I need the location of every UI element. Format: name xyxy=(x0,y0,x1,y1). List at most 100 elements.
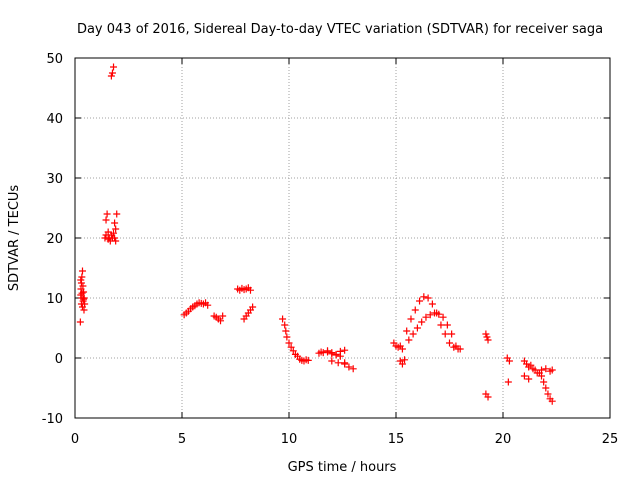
data-point xyxy=(422,313,430,321)
data-point xyxy=(446,339,453,347)
data-point xyxy=(102,216,110,224)
data-point xyxy=(345,363,353,371)
data-point xyxy=(411,306,419,314)
data-point xyxy=(80,294,88,302)
data-point xyxy=(304,356,312,364)
plot-frame xyxy=(74,57,611,419)
y-tick-label: 30 xyxy=(46,172,63,187)
data-point xyxy=(77,279,85,287)
data-point xyxy=(401,356,409,364)
x-tick-label: 20 xyxy=(495,432,512,447)
data-point xyxy=(456,345,464,353)
data-point xyxy=(249,303,257,311)
data-point xyxy=(405,336,413,344)
data-point xyxy=(424,294,432,302)
x-tick-label: 5 xyxy=(178,432,186,447)
data-point xyxy=(443,321,451,329)
data-point xyxy=(108,234,116,242)
data-point xyxy=(217,317,225,325)
data-point xyxy=(110,63,118,71)
data-point xyxy=(420,293,428,301)
y-axis-label: SDTVAR / TECUs xyxy=(7,185,22,292)
data-point xyxy=(283,333,291,341)
data-point xyxy=(538,366,546,374)
data-point xyxy=(413,324,421,332)
x-tick-label: 10 xyxy=(281,432,298,447)
data-point xyxy=(328,357,336,365)
data-point xyxy=(113,210,121,218)
data-point xyxy=(416,297,424,305)
x-axis-label: GPS time / hours xyxy=(288,460,397,475)
data-point xyxy=(279,315,287,323)
data-point xyxy=(282,327,290,335)
data-point xyxy=(80,295,88,303)
data-point xyxy=(431,309,439,317)
data-point xyxy=(437,321,445,329)
data-point xyxy=(289,347,297,355)
data-point xyxy=(112,237,120,245)
data-point xyxy=(398,345,406,353)
data-point xyxy=(80,306,88,314)
data-point xyxy=(341,346,349,354)
data-point xyxy=(403,327,411,335)
data-point xyxy=(104,235,112,243)
data-point xyxy=(504,378,512,386)
data-point xyxy=(548,366,556,374)
data-point xyxy=(204,301,212,309)
x-tick-label: 0 xyxy=(71,432,79,447)
x-tick-label: 15 xyxy=(388,432,405,447)
data-point xyxy=(482,330,490,338)
data-point xyxy=(285,339,293,347)
data-point xyxy=(527,361,535,369)
data-point xyxy=(111,219,119,227)
data-point xyxy=(426,311,434,319)
y-tick-label: 20 xyxy=(46,232,63,247)
data-point xyxy=(548,397,556,405)
data-point xyxy=(110,229,118,237)
data-point xyxy=(448,330,456,338)
data-point xyxy=(484,336,492,344)
data-point xyxy=(409,330,417,338)
data-point xyxy=(407,315,415,323)
data-point xyxy=(287,343,295,351)
data-point xyxy=(520,372,528,380)
data-point xyxy=(349,365,357,373)
data-point xyxy=(441,330,449,338)
data-point xyxy=(78,267,86,275)
data-point xyxy=(439,313,447,321)
data-point xyxy=(483,333,491,341)
data-point xyxy=(79,282,87,290)
data-point xyxy=(542,365,550,373)
data-point xyxy=(107,72,115,80)
data-point xyxy=(538,372,546,380)
data-point xyxy=(81,300,89,308)
data-point xyxy=(103,210,111,218)
data-point xyxy=(540,378,548,386)
data-point xyxy=(328,349,336,357)
ticks: 0 5 10 15 20 25 -10 0 10 20 30 40 50 xyxy=(42,52,619,447)
data-point xyxy=(324,347,332,355)
grid xyxy=(75,58,610,418)
data-point xyxy=(281,321,289,329)
data-point xyxy=(484,393,492,401)
data-points xyxy=(76,63,556,405)
data-point xyxy=(418,318,426,326)
x-tick-label: 25 xyxy=(602,432,619,447)
data-point xyxy=(435,310,443,318)
data-point xyxy=(332,350,340,358)
data-point xyxy=(544,390,552,398)
data-point xyxy=(78,289,86,297)
data-point xyxy=(78,273,86,281)
data-point xyxy=(334,359,342,367)
data-point xyxy=(341,360,349,368)
data-point xyxy=(219,312,227,320)
data-point xyxy=(102,231,110,239)
y-tick-label: 50 xyxy=(46,52,63,67)
y-tick-label: 10 xyxy=(46,292,63,307)
data-point xyxy=(317,348,325,356)
data-point xyxy=(336,347,344,355)
data-point xyxy=(542,384,550,392)
data-point xyxy=(428,300,436,308)
data-point xyxy=(77,276,85,284)
